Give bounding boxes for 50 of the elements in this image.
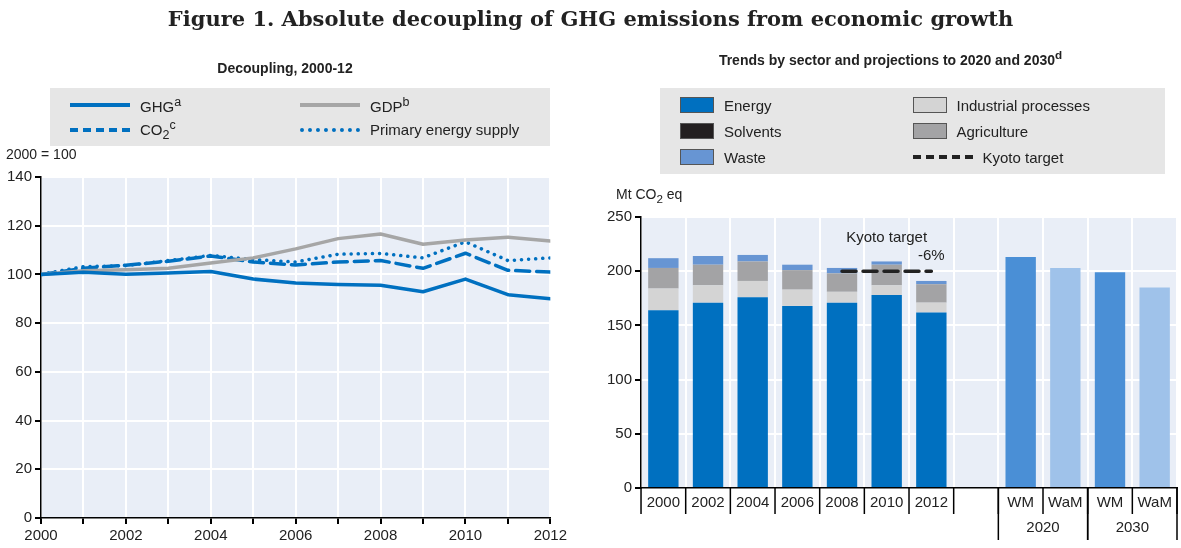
chart-title: Trends by sector and projections to 2020 and 2030$^{d}$ — [717, 48, 1064, 68]
y-tick-label: 150 — [607, 315, 633, 333]
x-tick-label: 2004 — [194, 526, 228, 544]
text: 2030 — [1115, 518, 1150, 536]
legend-label: Waste — [724, 148, 766, 166]
y-tick-label: 100 — [7, 264, 33, 282]
annotation: -6% — [918, 245, 945, 263]
x-tick-label: WaM — [1048, 493, 1083, 511]
x-tick-label: 2010 — [448, 526, 483, 544]
x-tick-label: 2008 — [825, 493, 859, 511]
chart-title: Figure 1. Absolute decoupling of GHG emissions from economic growth — [166, 6, 1015, 31]
x-tick-label: 2006 — [780, 493, 815, 511]
legend-label: Agriculture — [956, 122, 1029, 140]
x-tick-label: WaM — [1137, 493, 1172, 511]
legend-label: Solvents — [724, 122, 782, 140]
x-tick-label: 2000 — [24, 526, 58, 544]
legend-label: Kyoto target — [982, 148, 1064, 166]
legend-label: Primary energy supply — [370, 121, 520, 138]
chart-subtitle: Decoupling, 2000-12 — [216, 60, 354, 76]
x-tick-label: 2008 — [363, 526, 398, 544]
annotation: Kyoto target — [846, 227, 928, 245]
y-tick-label: 20 — [15, 459, 33, 477]
y-tick-label: 200 — [607, 261, 633, 279]
legend-label: GHG$^{a}$ — [140, 94, 182, 115]
x-tick-label: 2012 — [914, 493, 949, 511]
text: 2020 — [1026, 518, 1060, 536]
legend-label: Energy — [724, 96, 772, 114]
y-tick-label: 140 — [7, 167, 33, 185]
y-axis-title: 2000 = 100 — [6, 146, 77, 162]
x-tick-label: 2002 — [109, 526, 143, 544]
x-tick-label: WM — [1007, 493, 1034, 511]
y-tick-label: 100 — [607, 369, 633, 387]
y-tick-label: 250 — [607, 207, 633, 225]
y-tick-label: 0 — [23, 508, 33, 526]
x-tick-label: 2010 — [869, 493, 904, 511]
y-tick-label: 120 — [7, 215, 33, 233]
x-tick-label: WM — [1096, 493, 1124, 511]
y-tick-label: 80 — [15, 313, 33, 331]
y-tick-label: 0 — [623, 478, 633, 496]
y-tick-label: 60 — [15, 362, 33, 379]
x-tick-label: 2006 — [278, 526, 313, 544]
legend-label: Industrial processes — [956, 96, 1090, 114]
x-tick-label: 2002 — [691, 493, 725, 511]
y-tick-label: 40 — [15, 410, 33, 428]
y-axis-title: Mt CO$_{2}$ eq — [616, 186, 683, 205]
legend-label: GDP$^{b}$ — [370, 94, 410, 115]
x-tick-label: 2012 — [533, 526, 567, 544]
y-tick-label: 50 — [615, 423, 633, 441]
x-tick-label: 2000 — [646, 493, 681, 511]
x-tick-label: 2004 — [736, 493, 770, 511]
